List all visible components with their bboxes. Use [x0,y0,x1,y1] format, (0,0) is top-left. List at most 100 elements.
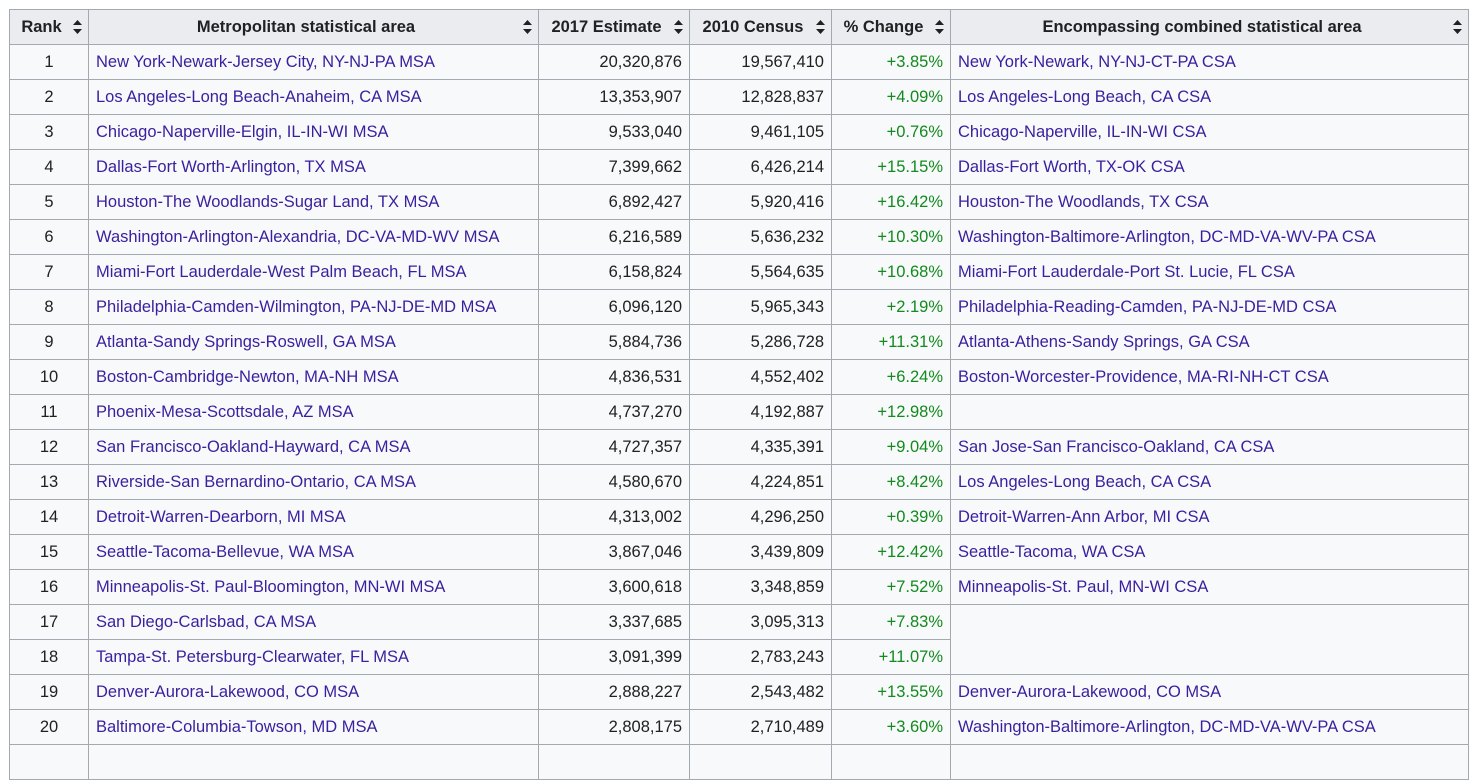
sort-header-csa[interactable]: Encompassing combined statistical area [950,9,1469,45]
csa-cell: Boston-Worcester-Providence, MA-RI-NH-CT… [950,359,1469,395]
sort-arrows-icon [935,20,944,34]
change-cell [831,744,951,780]
csa-link[interactable]: Los Angeles-Long Beach, CA CSA [958,472,1212,491]
census-cell: 2,543,482 [689,674,832,710]
csa-link[interactable]: Dallas-Fort Worth, TX-OK CSA [958,157,1185,176]
csa-cell: Seattle-Tacoma, WA CSA [950,534,1469,570]
msa-cell: Boston-Cambridge-Newton, MA-NH MSA [88,359,539,395]
table-row: 17 San Diego-Carlsbad, CA MSA 3,337,685 … [9,604,1469,675]
change-cell: +3.85% [831,44,951,80]
table-row: 4 Dallas-Fort Worth-Arlington, TX MSA 7,… [9,149,1469,185]
rank-cell: 6 [9,219,89,255]
csa-link[interactable]: Denver-Aurora-Lakewood, CO MSA [958,682,1222,701]
csa-link[interactable]: Houston-The Woodlands, TX CSA [958,192,1209,211]
rank-cell: 15 [9,534,89,570]
msa-link[interactable]: San Francisco-Oakland-Hayward, CA MSA [96,437,411,456]
sort-arrows-icon [816,20,825,34]
csa-link[interactable]: Seattle-Tacoma, WA CSA [958,542,1146,561]
sort-header-change[interactable]: % Change [831,9,951,45]
census-cell: 4,224,851 [689,464,832,500]
csa-cell: Los Angeles-Long Beach, CA CSA [950,79,1469,115]
rank-cell: 20 [9,709,89,745]
msa-link[interactable]: Detroit-Warren-Dearborn, MI MSA [96,507,346,526]
csa-cell: Minneapolis-St. Paul, MN-WI CSA [950,569,1469,605]
msa-link[interactable]: Dallas-Fort Worth-Arlington, TX MSA [96,157,366,176]
change-cell: +4.09% [831,79,951,115]
csa-link[interactable]: Chicago-Naperville, IL-IN-WI CSA [958,122,1207,141]
msa-cell: Baltimore-Columbia-Towson, MD MSA [88,709,539,745]
census-cell: 2,783,243 [689,639,832,675]
msa-link[interactable]: Washington-Arlington-Alexandria, DC-VA-M… [96,227,500,246]
census-cell: 19,567,410 [689,44,832,80]
msa-link[interactable]: Minneapolis-St. Paul-Bloomington, MN-WI … [96,577,446,596]
msa-link[interactable]: Miami-Fort Lauderdale-West Palm Beach, F… [96,262,467,281]
rank-cell: 14 [9,499,89,535]
header-label-estimate: 2017 Estimate [551,17,662,36]
table-row: 5 Houston-The Woodlands-Sugar Land, TX M… [9,184,1469,220]
msa-link[interactable]: Seattle-Tacoma-Bellevue, WA MSA [96,542,354,561]
msa-link[interactable]: Baltimore-Columbia-Towson, MD MSA [96,717,378,736]
change-cell: +11.07% [831,639,951,675]
msa-link[interactable]: Denver-Aurora-Lakewood, CO MSA [96,682,360,701]
census-cell: 5,920,416 [689,184,832,220]
csa-link[interactable]: Washington-Baltimore-Arlington, DC-MD-VA… [958,717,1376,736]
msa-link[interactable]: Riverside-San Bernardino-Ontario, CA MSA [96,472,417,491]
header-label-csa: Encompassing combined statistical area [1042,17,1362,36]
msa-link[interactable]: Tampa-St. Petersburg-Clearwater, FL MSA [96,647,410,666]
header-label-change: % Change [843,17,924,36]
rank-cell: 17 [9,604,89,640]
msa-cell: Chicago-Naperville-Elgin, IL-IN-WI MSA [88,114,539,150]
table-row: 8 Philadelphia-Camden-Wilmington, PA-NJ-… [9,289,1469,325]
change-cell: +12.98% [831,394,951,430]
sort-header-census[interactable]: 2010 Census [689,9,832,45]
csa-cell: Houston-The Woodlands, TX CSA [950,184,1469,220]
csa-cell-empty [950,604,1469,675]
msa-link[interactable]: Los Angeles-Long Beach-Anaheim, CA MSA [96,87,422,106]
msa-link[interactable]: San Diego-Carlsbad, CA MSA [96,612,317,631]
msa-link[interactable]: New York-Newark-Jersey City, NY-NJ-PA MS… [96,52,435,71]
csa-link[interactable]: Atlanta-Athens-Sandy Springs, GA CSA [958,332,1250,351]
census-cell [689,744,832,780]
sort-header-rank[interactable]: Rank [9,9,89,45]
change-cell: +12.42% [831,534,951,570]
sort-header-estimate[interactable]: 2017 Estimate [538,9,690,45]
census-cell: 3,348,859 [689,569,832,605]
csa-link[interactable]: Los Angeles-Long Beach, CA CSA [958,87,1212,106]
census-cell: 12,828,837 [689,79,832,115]
change-cell: +6.24% [831,359,951,395]
csa-link[interactable]: Minneapolis-St. Paul, MN-WI CSA [958,577,1209,596]
csa-cell: San Jose-San Francisco-Oakland, CA CSA [950,429,1469,465]
census-cell: 4,552,402 [689,359,832,395]
rank-cell: 19 [9,674,89,710]
csa-link[interactable]: San Jose-San Francisco-Oakland, CA CSA [958,437,1275,456]
rank-cell: 13 [9,464,89,500]
msa-link[interactable]: Chicago-Naperville-Elgin, IL-IN-WI MSA [96,122,389,141]
msa-link[interactable]: Houston-The Woodlands-Sugar Land, TX MSA [96,192,440,211]
metro-areas-table: Rank Metropolitan statistical area 2017 … [9,9,1469,780]
msa-link[interactable]: Boston-Cambridge-Newton, MA-NH MSA [96,367,399,386]
estimate-cell: 7,399,662 [538,149,690,185]
sort-header-msa[interactable]: Metropolitan statistical area [88,9,539,45]
change-cell: +7.52% [831,569,951,605]
csa-link[interactable]: Washington-Baltimore-Arlington, DC-MD-VA… [958,227,1376,246]
estimate-cell: 2,888,227 [538,674,690,710]
csa-link[interactable]: Boston-Worcester-Providence, MA-RI-NH-CT… [958,367,1329,386]
msa-cell: San Francisco-Oakland-Hayward, CA MSA [88,429,539,465]
estimate-cell: 13,353,907 [538,79,690,115]
census-cell: 5,286,728 [689,324,832,360]
msa-link[interactable]: Atlanta-Sandy Springs-Roswell, GA MSA [96,332,396,351]
msa-link[interactable]: Philadelphia-Camden-Wilmington, PA-NJ-DE… [96,297,497,316]
header-label-rank: Rank [21,17,62,36]
csa-link[interactable]: Philadelphia-Reading-Camden, PA-NJ-DE-MD… [958,297,1337,316]
msa-cell: Denver-Aurora-Lakewood, CO MSA [88,674,539,710]
csa-link[interactable]: New York-Newark, NY-NJ-CT-PA CSA [958,52,1236,71]
estimate-cell: 6,892,427 [538,184,690,220]
change-cell: +16.42% [831,184,951,220]
msa-link[interactable]: Phoenix-Mesa-Scottsdale, AZ MSA [96,402,354,421]
table-row: 10 Boston-Cambridge-Newton, MA-NH MSA 4,… [9,359,1469,395]
csa-cell: Dallas-Fort Worth, TX-OK CSA [950,149,1469,185]
estimate-cell: 5,884,736 [538,324,690,360]
estimate-cell: 4,313,002 [538,499,690,535]
csa-link[interactable]: Miami-Fort Lauderdale-Port St. Lucie, FL… [958,262,1295,281]
csa-link[interactable]: Detroit-Warren-Ann Arbor, MI CSA [958,507,1210,526]
